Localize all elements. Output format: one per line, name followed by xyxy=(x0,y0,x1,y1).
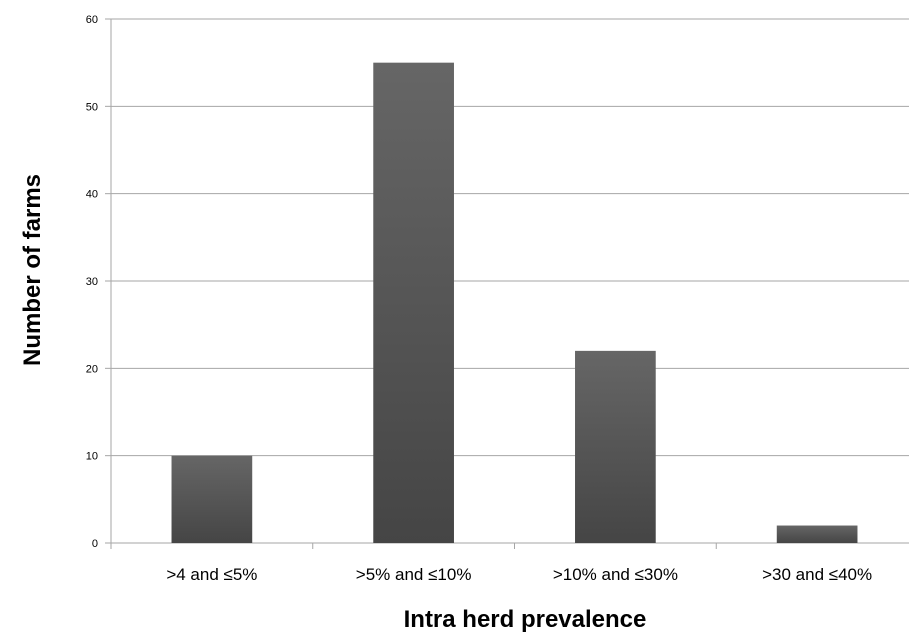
y-tick-label: 10 xyxy=(86,451,98,463)
x-tick-label: >4 and ≤5% xyxy=(166,565,257,584)
y-tick-label: 40 xyxy=(86,189,98,201)
x-axis-title: Intra herd prevalence xyxy=(404,606,647,633)
y-tick-label: 30 xyxy=(86,276,98,288)
y-axis-title: Number of farms xyxy=(19,174,46,366)
bar xyxy=(171,455,253,543)
gridlines xyxy=(111,18,909,457)
x-tick-label: >30 and ≤40% xyxy=(762,565,872,584)
bar xyxy=(575,350,656,543)
y-tick-label: 0 xyxy=(92,538,98,550)
bar xyxy=(776,525,858,543)
y-tick-label: 60 xyxy=(86,14,98,26)
y-tick-label: 50 xyxy=(86,101,98,113)
x-tick-label: >10% and ≤30% xyxy=(553,565,678,584)
y-tick-label: 20 xyxy=(86,363,98,375)
bar xyxy=(373,62,454,544)
tick-labels: 0 10 20 30 40 50 60 >4 and ≤5% >5% and ≤10% >10% … xyxy=(86,14,872,584)
x-tick-label: >5% and ≤10% xyxy=(356,565,472,584)
bars xyxy=(171,62,858,544)
